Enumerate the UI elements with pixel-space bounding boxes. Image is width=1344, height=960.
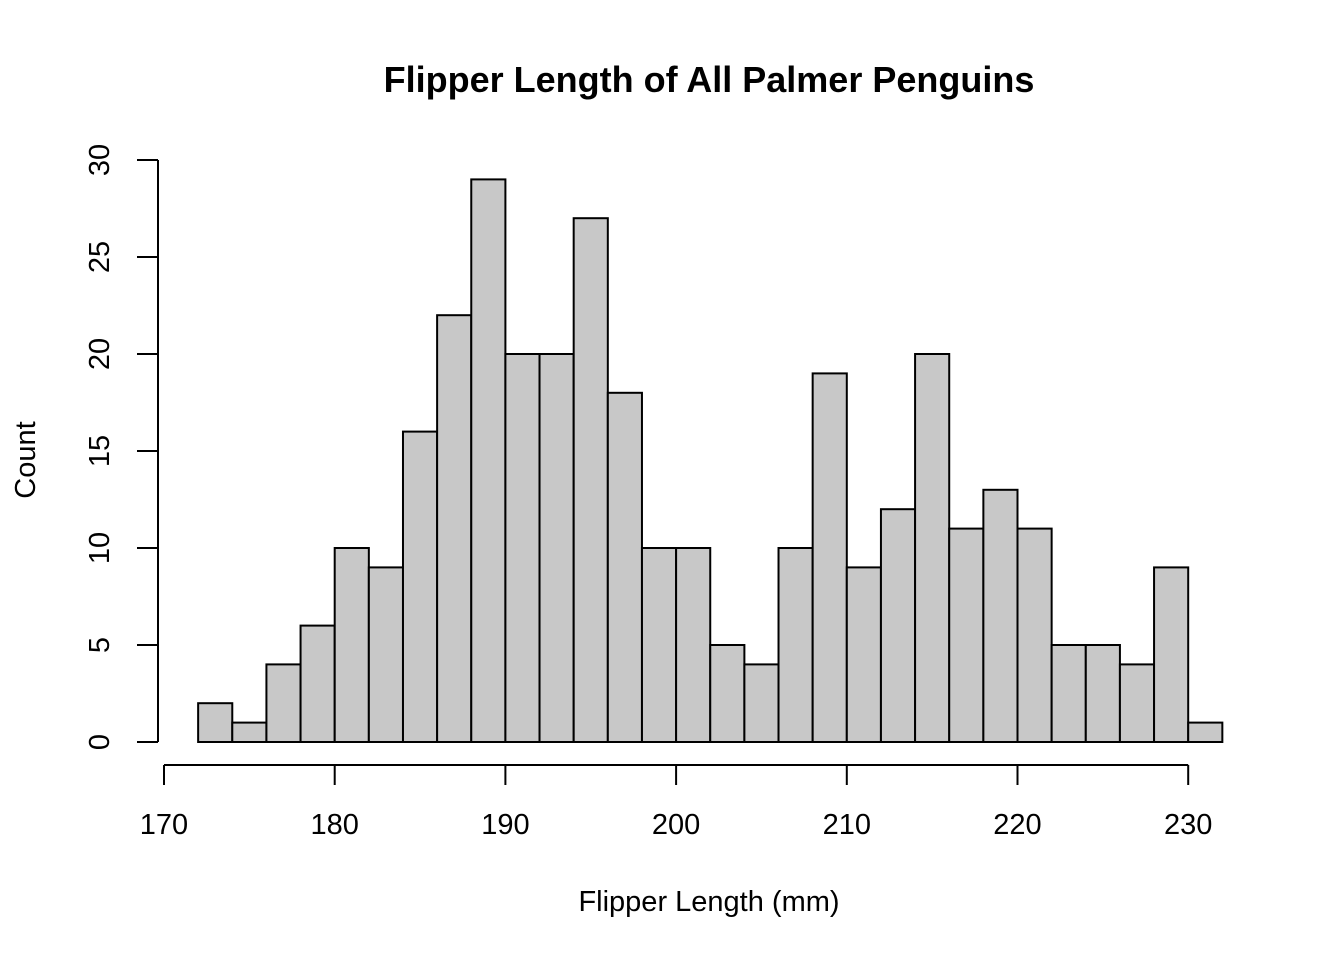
histogram-bar	[401, 430, 439, 743]
histogram-bar	[914, 353, 951, 743]
x-tick-label: 180	[311, 809, 359, 841]
histogram-bar	[777, 547, 814, 743]
histogram-bar	[709, 644, 746, 743]
y-axis: 0 5 10 15 20 25 30	[84, 144, 159, 750]
y-tick-label: 5	[84, 637, 116, 653]
x-axis-label: Flipper Length (mm)	[578, 886, 839, 918]
histogram-bars	[197, 178, 1224, 744]
y-tick-label: 25	[84, 241, 116, 273]
x-tick-label: 230	[1164, 809, 1212, 841]
histogram-bar	[811, 372, 848, 743]
histogram-bar	[640, 547, 678, 743]
x-tick-label: 220	[993, 809, 1041, 841]
histogram-bar	[845, 566, 882, 744]
histogram-bar	[1016, 527, 1053, 743]
histogram-bar	[504, 353, 541, 743]
y-tick-label: 30	[84, 144, 116, 176]
y-tick-label: 10	[84, 532, 116, 564]
histogram-bar	[1187, 721, 1224, 743]
x-tick-label: 200	[652, 809, 700, 841]
histogram-bar	[470, 178, 507, 743]
chart-title: Flipper Length of All Palmer Penguins	[384, 59, 1035, 100]
histogram-bar	[606, 391, 643, 743]
histogram-bar	[572, 217, 609, 743]
histogram-bar	[1084, 644, 1121, 743]
x-tick-label: 170	[140, 809, 188, 841]
histogram-bar	[1118, 663, 1156, 744]
y-tick-label: 15	[84, 435, 116, 467]
y-tick-label: 20	[84, 338, 116, 370]
histogram-bar	[675, 547, 712, 743]
histogram-bar	[299, 624, 336, 743]
histogram-bar	[231, 721, 268, 743]
histogram-bar	[333, 547, 370, 743]
y-tick-label: 0	[84, 734, 116, 750]
histogram-bar	[538, 353, 575, 743]
histogram-bar	[436, 314, 473, 743]
histogram-bar	[948, 527, 985, 743]
x-tick-label: 190	[481, 809, 529, 841]
histogram-bar	[197, 702, 234, 744]
histogram-bar	[367, 566, 404, 744]
histogram-bar	[743, 663, 780, 744]
histogram-bar	[982, 488, 1019, 743]
histogram-bar	[879, 508, 917, 744]
y-axis-label: Count	[10, 421, 42, 498]
histogram-bar	[1153, 566, 1190, 744]
x-axis: 170 180 190 200 210 220 230	[140, 764, 1212, 841]
x-tick-label: 210	[823, 809, 871, 841]
histogram-bar	[1050, 644, 1087, 743]
histogram-bar	[265, 663, 302, 744]
